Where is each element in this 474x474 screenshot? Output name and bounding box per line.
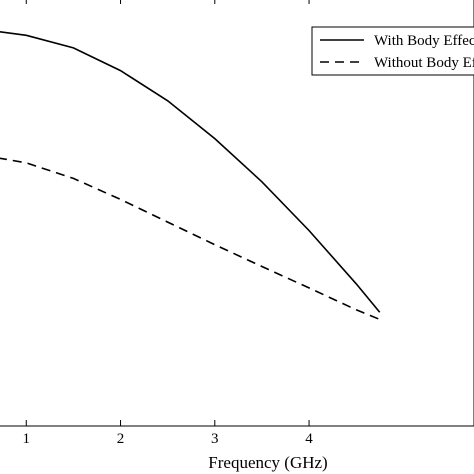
series-line-1 <box>0 31 381 313</box>
series-line-2 <box>0 157 381 321</box>
x-tick-label: 3 <box>211 431 219 447</box>
plot-axes <box>0 0 474 427</box>
x-axis-label: Frequency (GHz) <box>208 453 327 472</box>
x-tick-label: 2 <box>117 431 125 447</box>
legend-label-1: With Body Effect <box>374 33 474 49</box>
x-tick-label: 1 <box>23 431 31 447</box>
legend-label-2: Without Body Effect <box>374 55 474 71</box>
legend-box <box>311 26 474 76</box>
ticks-layer: 1 2 3 4 <box>23 0 313 447</box>
legend: With Body Effect Without Body Effect <box>311 26 474 76</box>
plot-frame <box>0 0 474 427</box>
x-tick-label: 4 <box>305 431 313 447</box>
series-layer <box>0 31 381 321</box>
